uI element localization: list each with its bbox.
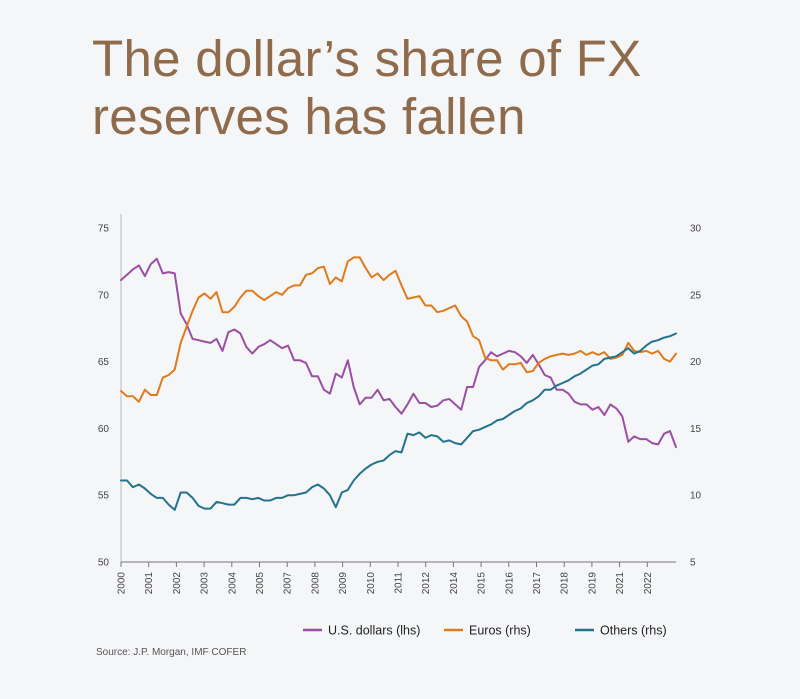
left-axis-tick-labels: 50 55 60 65 70 75 xyxy=(98,224,110,569)
series-line-0 xyxy=(120,257,677,449)
x-tick-label-12: 2014 xyxy=(449,572,460,595)
x-tick-label-3: 2003 xyxy=(200,572,211,595)
left-tick-label-5: 75 xyxy=(98,224,110,235)
x-tick-label-17: 2019 xyxy=(587,572,598,595)
x-tick-label-8: 2009 xyxy=(338,572,349,595)
series-line-2 xyxy=(120,332,677,511)
x-tick-label-9: 2010 xyxy=(366,572,377,595)
left-tick-label-1: 55 xyxy=(98,491,110,502)
legend: U.S. dollars (lhs) Euros (rhs) Others (rhs… xyxy=(303,624,667,638)
x-tick-label-4: 2004 xyxy=(227,572,238,595)
left-tick-label-4: 70 xyxy=(98,290,110,301)
x-tick-label-5: 2005 xyxy=(255,572,266,595)
right-axis-tick-labels: 5 10 15 20 25 30 xyxy=(690,224,702,569)
x-tick-label-6: 2007 xyxy=(283,572,294,595)
x-tick-label-16: 2018 xyxy=(560,572,571,595)
x-tick-label-15: 2017 xyxy=(532,572,543,595)
left-tick-label-2: 60 xyxy=(98,424,110,435)
x-tick-label-0: 2000 xyxy=(117,572,128,595)
x-tick-label-1: 2001 xyxy=(144,572,155,595)
right-tick-label-2: 15 xyxy=(690,424,702,435)
series-lines xyxy=(120,256,677,511)
right-tick-label-5: 30 xyxy=(690,224,702,235)
x-tick-label-11: 2012 xyxy=(421,572,432,595)
legend-label-2: Others (rhs) xyxy=(600,624,667,638)
x-tick-label-13: 2015 xyxy=(477,572,488,595)
legend-label-0: U.S. dollars (lhs) xyxy=(328,624,420,638)
x-tick-label-2: 2002 xyxy=(172,572,183,595)
series-line-1 xyxy=(120,256,677,403)
x-tick-label-18: 2021 xyxy=(615,572,626,595)
left-tick-label-0: 50 xyxy=(98,558,110,569)
x-tick-label-19: 2022 xyxy=(643,572,654,595)
right-tick-label-1: 10 xyxy=(690,491,702,502)
right-tick-label-0: 5 xyxy=(690,558,696,569)
x-axis-tick-labels: 2000 2001 2002 2003 2004 2005 2007 2008 2009 2010… xyxy=(117,572,654,595)
x-axis-ticks xyxy=(120,562,648,567)
left-tick-label-3: 65 xyxy=(98,357,110,368)
legend-label-1: Euros (rhs) xyxy=(469,624,531,638)
right-tick-label-3: 20 xyxy=(690,357,702,368)
right-tick-label-4: 25 xyxy=(690,290,702,301)
x-tick-label-7: 2008 xyxy=(310,572,321,595)
source-note: Source: J.P. Morgan, IMF COFER xyxy=(96,647,247,658)
chart-title: The dollar’s share of FX reserves has fa… xyxy=(92,30,642,145)
x-tick-label-14: 2016 xyxy=(504,572,515,595)
x-tick-label-10: 2011 xyxy=(394,572,405,594)
